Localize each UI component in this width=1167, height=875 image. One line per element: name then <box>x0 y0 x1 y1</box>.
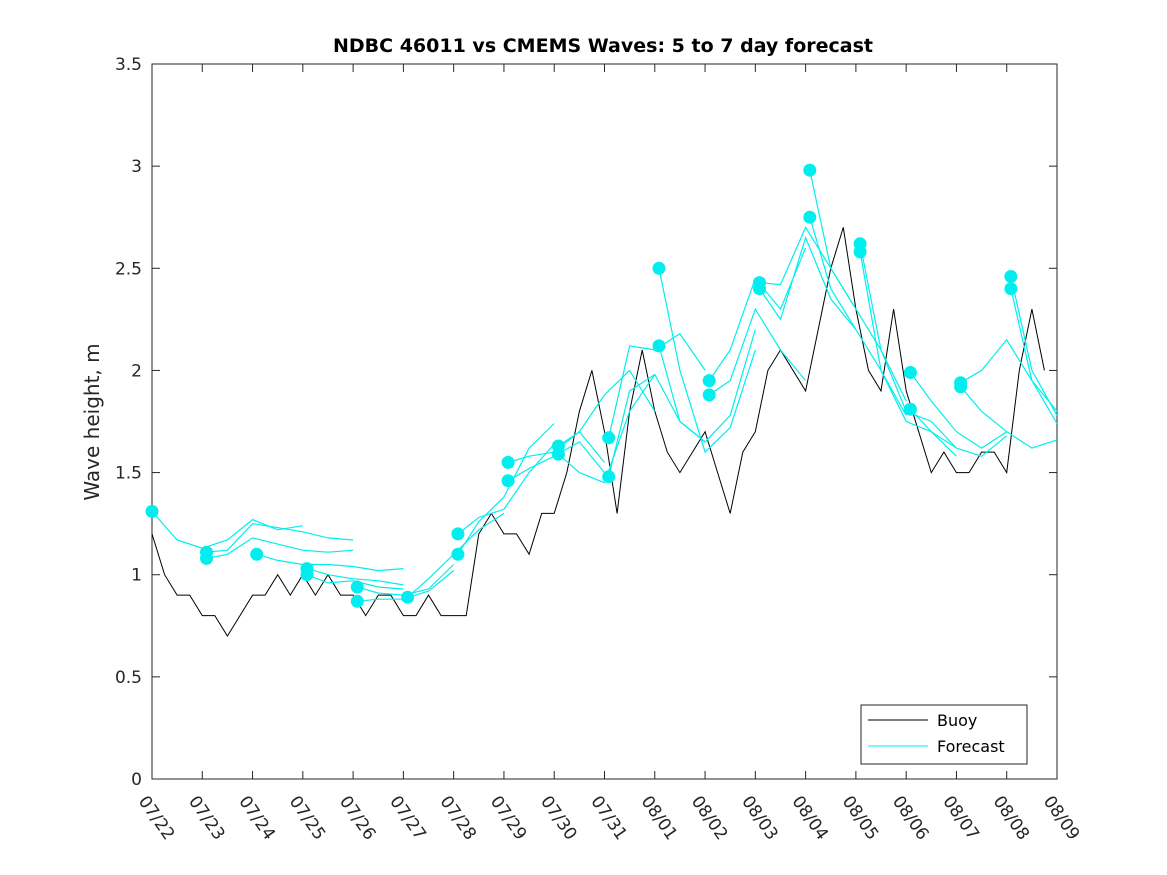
forecast-start-marker-32 <box>1004 282 1018 296</box>
forecast-start-marker-24 <box>803 210 817 224</box>
forecast-run-line-2 <box>206 537 354 559</box>
y-tick-label: 0.5 <box>115 668 142 688</box>
forecast-run-line-13 <box>558 369 656 447</box>
forecast-run-line-18 <box>658 329 756 443</box>
forecast-start-marker-7 <box>350 594 364 608</box>
forecast-start-marker-17 <box>652 261 666 275</box>
forecast-start-marker-28 <box>903 402 917 416</box>
forecast-start-marker-10 <box>451 547 465 561</box>
y-axis-label: Wave height, m <box>80 343 104 500</box>
legend: Buoy Forecast <box>860 704 1028 765</box>
forecast-run-line-14 <box>558 374 656 484</box>
forecast-start-marker-5 <box>300 568 314 582</box>
forecast-start-marker-18 <box>652 339 666 353</box>
forecast-start-marker-6 <box>350 580 364 594</box>
y-tick-label: 1.5 <box>115 464 142 484</box>
forecast-run-line-26 <box>859 251 957 457</box>
forecast-run-line-24 <box>809 217 907 416</box>
forecast-start-marker-8 <box>401 590 415 604</box>
y-tick-label: 0 <box>131 770 142 790</box>
forecast-run-line-17 <box>658 268 756 454</box>
forecast-start-marker-11 <box>501 455 515 469</box>
buoy-series <box>151 227 1045 637</box>
forecast-start-marker-19 <box>702 374 716 388</box>
forecast-series <box>145 163 1058 608</box>
legend-buoy-label: Buoy <box>937 711 977 730</box>
legend-box <box>860 704 1028 765</box>
forecast-run-line-22 <box>759 235 857 330</box>
forecast-run-line-30 <box>960 386 1058 449</box>
forecast-start-marker-16 <box>602 470 616 484</box>
chart-title: NDBC 46011 vs CMEMS Waves: 5 to 7 day fo… <box>333 35 873 57</box>
forecast-start-marker-9 <box>451 527 465 541</box>
forecast-run-line-4 <box>306 568 404 586</box>
forecast-run-line-32 <box>1010 288 1058 424</box>
forecast-run-line-20 <box>708 307 807 396</box>
forecast-run-line-3 <box>256 553 404 572</box>
forecast-run-line-27 <box>909 372 1008 449</box>
forecast-run-line-28 <box>909 408 1008 457</box>
forecast-run-line-29 <box>960 338 1058 412</box>
forecast-start-marker-15 <box>602 431 616 445</box>
forecast-start-marker-30 <box>954 380 968 394</box>
forecast-run-line-10 <box>457 423 555 555</box>
legend-forecast-label: Forecast <box>937 737 1005 756</box>
forecast-run-line-23 <box>809 170 907 402</box>
forecast-start-marker-14 <box>551 447 565 461</box>
forecast-start-marker-31 <box>1004 270 1018 283</box>
forecast-run-line-1 <box>206 522 354 553</box>
forecast-start-marker-26 <box>853 245 867 259</box>
forecast-start-marker-22 <box>753 282 766 296</box>
y-tick-label: 2 <box>131 361 142 381</box>
forecast-start-marker-27 <box>903 366 917 379</box>
forecast-run-line-5 <box>306 574 404 590</box>
forecast-start-marker-12 <box>501 474 515 488</box>
y-tick-label: 3.5 <box>115 55 142 75</box>
forecast-run-line-0 <box>151 511 303 549</box>
y-tick-label: 1 <box>131 566 142 586</box>
forecast-run-line-31 <box>1010 276 1058 416</box>
buoy-line <box>151 227 1045 637</box>
forecast-start-marker-2 <box>200 551 213 565</box>
forecast-run-line-9 <box>457 443 555 535</box>
forecast-start-marker-20 <box>702 388 716 402</box>
forecast-start-marker-0 <box>145 504 159 518</box>
forecast-start-marker-3 <box>250 547 264 561</box>
y-tick-label: 2.5 <box>115 259 142 279</box>
y-tick-label: 3 <box>131 157 142 177</box>
forecast-start-marker-23 <box>803 163 817 177</box>
